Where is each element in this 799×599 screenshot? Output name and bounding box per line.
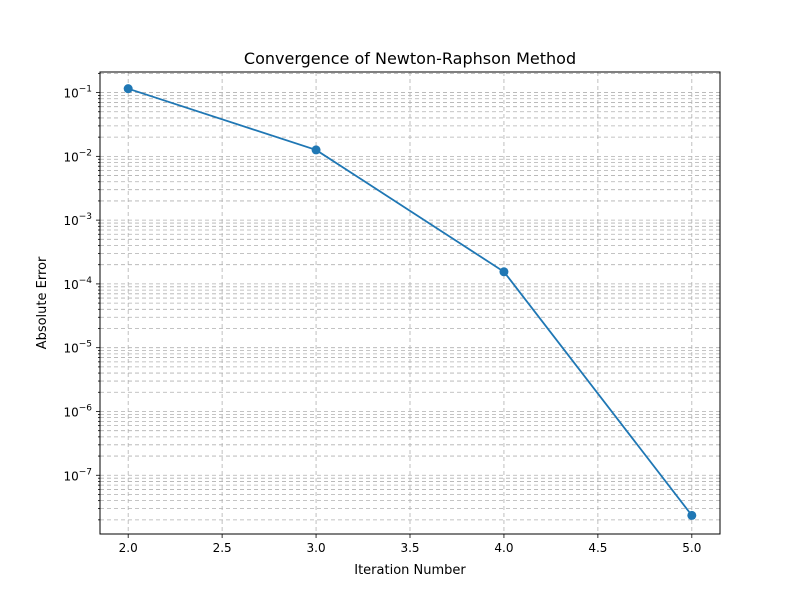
data-point bbox=[123, 84, 133, 94]
grid bbox=[100, 72, 720, 534]
series-line bbox=[127, 87, 693, 516]
y-tick-label-exponent: −6 bbox=[79, 403, 93, 413]
y-tick-label-exponent: −7 bbox=[79, 467, 92, 477]
series-layer bbox=[123, 84, 697, 520]
chart-title: Convergence of Newton-Raphson Method bbox=[244, 49, 576, 68]
x-axis-label: Iteration Number bbox=[354, 563, 466, 578]
data-point bbox=[311, 145, 321, 155]
x-tick-label: 5.0 bbox=[682, 541, 701, 555]
y-axis-label: Absolute Error bbox=[35, 256, 50, 349]
y-tick-label-exponent: −4 bbox=[79, 276, 93, 286]
x-tick-label: 4.0 bbox=[494, 541, 513, 555]
x-tick-label: 3.5 bbox=[400, 541, 419, 555]
y-tick-label-exponent: −1 bbox=[79, 85, 92, 95]
y-tick-label-exponent: −5 bbox=[79, 340, 92, 350]
x-tick-label: 2.5 bbox=[213, 541, 232, 555]
data-point bbox=[687, 510, 697, 520]
x-tick-label: 4.5 bbox=[588, 541, 607, 555]
x-tick-label: 3.0 bbox=[307, 541, 326, 555]
y-tick-label-exponent: −2 bbox=[79, 148, 92, 158]
y-tick-label-exponent: −3 bbox=[79, 212, 92, 222]
data-point bbox=[499, 267, 509, 277]
x-tick-label: 2.0 bbox=[119, 541, 138, 555]
